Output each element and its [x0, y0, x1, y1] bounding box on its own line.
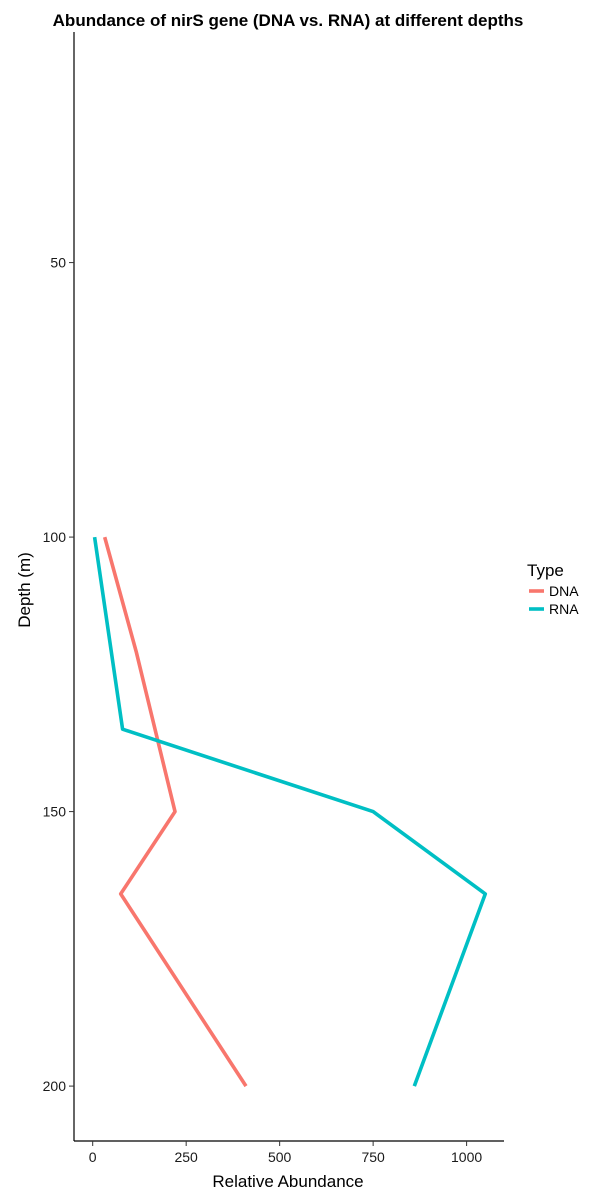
x-tick-label: 0 [89, 1149, 97, 1165]
legend-title: Type [527, 561, 564, 580]
plot-area: 0 250 500 750 1000 50 100 150 200 [43, 32, 504, 1165]
y-tick-label: 50 [50, 255, 66, 271]
y-axis-ticks: 50 100 150 200 [43, 255, 74, 1094]
legend-items: DNA RNA [529, 583, 579, 617]
legend: Type DNA RNA [527, 561, 579, 617]
series-lines [92, 536, 488, 1088]
x-tick-label: 1000 [451, 1149, 482, 1165]
y-tick-label: 200 [43, 1078, 67, 1094]
x-axis-title: Relative Abundance [212, 1172, 363, 1191]
chart-title: Abundance of nirS gene (DNA vs. RNA) at … [53, 11, 524, 30]
y-tick-label: 150 [43, 804, 67, 820]
legend-label-dna: DNA [549, 583, 579, 599]
y-axis-title: Depth (m) [15, 552, 34, 628]
x-tick-label: 250 [174, 1149, 198, 1165]
x-tick-label: 500 [268, 1149, 292, 1165]
series-line-dna [102, 536, 248, 1088]
series-line-rna [92, 536, 488, 1087]
legend-label-rna: RNA [549, 601, 579, 617]
y-tick-label: 100 [43, 529, 67, 545]
x-tick-label: 750 [361, 1149, 385, 1165]
x-axis-ticks: 0 250 500 750 1000 [89, 1141, 482, 1165]
